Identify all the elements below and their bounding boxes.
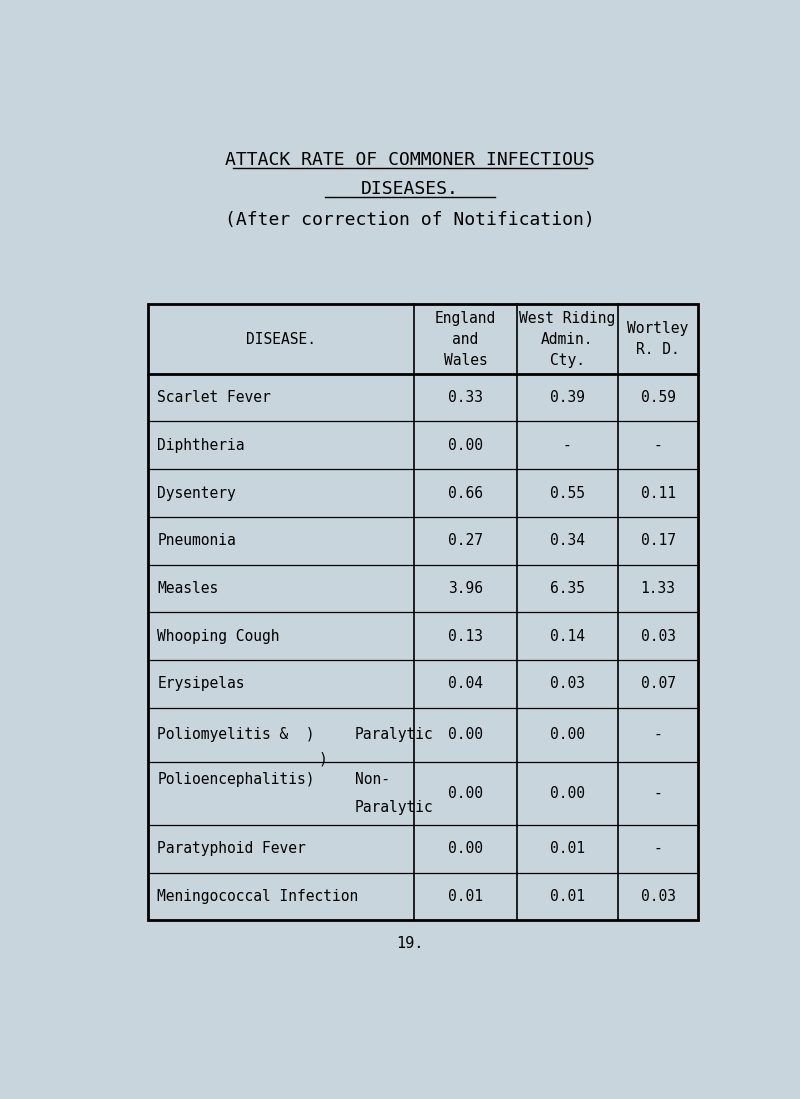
Text: Erysipelas: Erysipelas — [158, 677, 245, 691]
Text: Paralytic: Paralytic — [355, 800, 434, 814]
Text: 0.13: 0.13 — [448, 629, 483, 644]
Text: -: - — [563, 437, 572, 453]
Text: 0.14: 0.14 — [550, 629, 585, 644]
Text: 0.03: 0.03 — [641, 629, 675, 644]
Text: 1.33: 1.33 — [641, 581, 675, 596]
Text: 6.35: 6.35 — [550, 581, 585, 596]
Text: 0.11: 0.11 — [641, 486, 675, 500]
Text: Meningococcal Infection: Meningococcal Infection — [158, 889, 358, 904]
Text: ATTACK RATE OF COMMONER INFECTIOUS: ATTACK RATE OF COMMONER INFECTIOUS — [225, 152, 595, 169]
Bar — [148, 304, 698, 920]
Text: -: - — [654, 728, 662, 742]
Text: 0.27: 0.27 — [448, 533, 483, 548]
Text: -: - — [654, 437, 662, 453]
Text: 0.59: 0.59 — [641, 390, 675, 406]
Text: 0.00: 0.00 — [550, 728, 585, 742]
Text: 19.: 19. — [396, 936, 424, 951]
Text: 0.00: 0.00 — [448, 728, 483, 742]
Text: 0.03: 0.03 — [550, 677, 585, 691]
Text: Poliomyelitis &  ): Poliomyelitis & ) — [158, 728, 315, 742]
Text: 0.04: 0.04 — [448, 677, 483, 691]
Text: Pneumonia: Pneumonia — [158, 533, 236, 548]
Text: West Riding
Admin.
Cty.: West Riding Admin. Cty. — [519, 311, 615, 367]
Text: Scarlet Fever: Scarlet Fever — [158, 390, 271, 406]
Text: Paralytic: Paralytic — [355, 728, 434, 742]
Text: 0.01: 0.01 — [448, 889, 483, 904]
Text: DISEASES.: DISEASES. — [361, 180, 459, 198]
Text: 0.03: 0.03 — [641, 889, 675, 904]
Text: 0.01: 0.01 — [550, 889, 585, 904]
Text: ): ) — [318, 751, 327, 766]
Text: Whooping Cough: Whooping Cough — [158, 629, 280, 644]
Text: 0.07: 0.07 — [641, 677, 675, 691]
Text: 0.39: 0.39 — [550, 390, 585, 406]
Text: -: - — [654, 841, 662, 856]
Text: 0.01: 0.01 — [550, 841, 585, 856]
Text: 0.66: 0.66 — [448, 486, 483, 500]
Text: England
and
Wales: England and Wales — [434, 311, 496, 367]
Text: Polioencephalitis): Polioencephalitis) — [158, 771, 315, 787]
Text: Paratyphoid Fever: Paratyphoid Fever — [158, 841, 306, 856]
Text: (After correction of Notification): (After correction of Notification) — [225, 211, 595, 229]
Text: Diphtheria: Diphtheria — [158, 437, 245, 453]
Text: 0.55: 0.55 — [550, 486, 585, 500]
Text: Dysentery: Dysentery — [158, 486, 236, 500]
Text: Wortley
R. D.: Wortley R. D. — [627, 321, 689, 357]
Text: Non-: Non- — [355, 771, 390, 787]
Text: 0.00: 0.00 — [550, 786, 585, 801]
Text: 0.00: 0.00 — [448, 786, 483, 801]
Text: 3.96: 3.96 — [448, 581, 483, 596]
Text: 0.00: 0.00 — [448, 437, 483, 453]
Text: 0.34: 0.34 — [550, 533, 585, 548]
Text: 0.33: 0.33 — [448, 390, 483, 406]
Text: Measles: Measles — [158, 581, 218, 596]
Text: 0.00: 0.00 — [448, 841, 483, 856]
Text: -: - — [654, 786, 662, 801]
Text: DISEASE.: DISEASE. — [246, 332, 316, 346]
Text: 0.17: 0.17 — [641, 533, 675, 548]
